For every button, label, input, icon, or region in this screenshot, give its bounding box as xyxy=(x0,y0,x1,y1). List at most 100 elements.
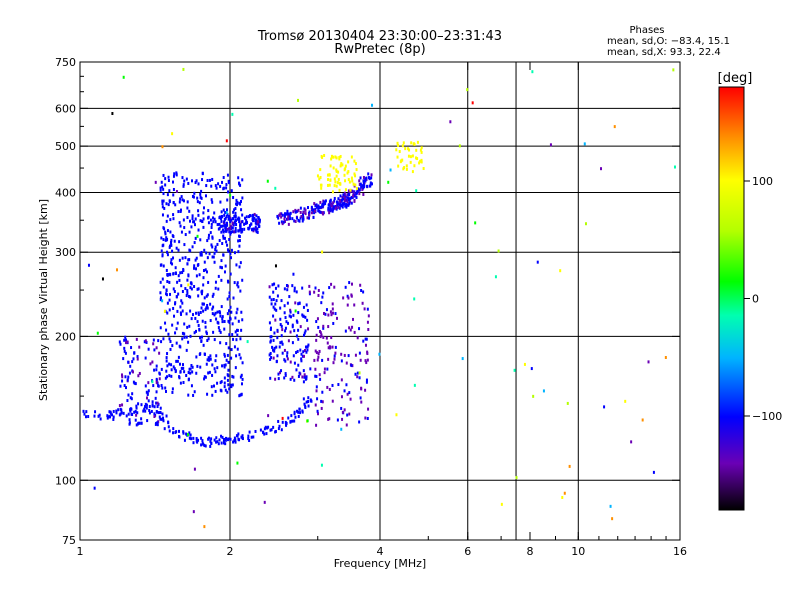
data-point xyxy=(360,289,363,293)
data-point xyxy=(295,334,298,338)
data-point xyxy=(358,327,361,331)
data-point xyxy=(219,341,222,345)
data-point xyxy=(355,168,358,172)
data-point xyxy=(298,301,301,305)
data-point xyxy=(122,411,125,415)
data-point xyxy=(284,212,287,216)
data-point xyxy=(315,205,318,209)
data-point xyxy=(345,361,348,365)
data-point xyxy=(322,335,325,339)
data-point xyxy=(299,348,302,352)
data-point xyxy=(236,347,239,351)
data-point xyxy=(169,292,172,296)
data-point xyxy=(200,292,203,296)
data-point xyxy=(234,440,237,444)
data-point xyxy=(197,182,200,186)
data-point xyxy=(205,330,208,334)
data-point xyxy=(229,193,232,197)
data-point xyxy=(328,183,331,187)
data-point xyxy=(162,419,165,423)
data-point xyxy=(321,358,324,362)
data-point xyxy=(181,337,184,341)
data-point xyxy=(317,206,320,210)
data-point xyxy=(203,352,206,356)
data-point xyxy=(122,357,125,361)
data-point xyxy=(123,349,126,353)
data-point xyxy=(191,370,194,374)
data-point xyxy=(352,190,355,194)
data-point xyxy=(352,194,355,198)
data-point xyxy=(350,195,353,199)
data-point xyxy=(135,413,138,417)
data-point xyxy=(333,177,336,181)
data-point xyxy=(249,214,252,218)
data-point xyxy=(193,285,196,289)
data-point xyxy=(337,383,340,387)
data-point xyxy=(265,432,268,436)
data-point xyxy=(226,378,229,382)
data-point xyxy=(94,410,97,414)
data-point xyxy=(197,209,200,213)
data-point xyxy=(208,370,211,374)
data-point xyxy=(419,148,422,152)
data-point xyxy=(353,330,356,334)
data-point xyxy=(135,423,138,427)
data-point xyxy=(324,202,327,206)
data-point xyxy=(287,339,290,343)
data-point xyxy=(161,199,164,203)
data-point xyxy=(568,464,571,468)
data-point xyxy=(152,384,155,388)
data-point xyxy=(219,200,222,204)
data-point xyxy=(202,309,205,313)
data-point xyxy=(126,399,129,403)
data-point xyxy=(166,250,169,254)
data-point xyxy=(150,409,153,413)
data-point xyxy=(345,205,348,209)
data-point xyxy=(398,150,401,154)
data-point xyxy=(158,415,161,419)
data-point xyxy=(345,383,348,387)
data-point xyxy=(197,312,200,316)
data-point xyxy=(187,371,190,375)
data-point xyxy=(177,434,180,438)
data-point xyxy=(208,252,211,256)
data-point xyxy=(367,407,370,411)
data-point xyxy=(156,401,159,405)
data-point xyxy=(169,273,172,277)
data-point xyxy=(172,200,175,204)
data-point xyxy=(233,345,236,349)
data-point xyxy=(611,517,614,521)
data-point xyxy=(266,426,269,430)
data-point xyxy=(223,376,226,380)
data-point xyxy=(370,173,373,177)
data-point xyxy=(203,525,206,529)
data-point xyxy=(232,440,235,444)
data-point xyxy=(137,402,140,406)
data-point xyxy=(201,289,204,293)
data-point xyxy=(240,392,243,396)
data-point xyxy=(272,348,275,352)
data-point xyxy=(234,316,237,320)
data-point xyxy=(138,371,141,375)
data-point xyxy=(269,428,272,432)
data-point xyxy=(172,174,175,178)
data-point xyxy=(300,214,303,218)
data-point xyxy=(239,393,242,397)
data-point xyxy=(202,269,205,273)
data-point xyxy=(87,415,90,419)
data-point xyxy=(181,176,184,180)
data-point xyxy=(183,179,186,183)
data-point xyxy=(296,209,299,213)
data-point xyxy=(370,176,373,180)
data-point xyxy=(365,380,368,384)
data-point xyxy=(217,287,220,291)
data-point xyxy=(200,306,203,310)
data-point xyxy=(237,229,240,233)
data-point xyxy=(164,232,167,236)
data-point xyxy=(366,416,369,420)
data-point xyxy=(306,308,309,312)
data-point xyxy=(312,208,315,212)
data-point xyxy=(320,399,323,403)
data-point xyxy=(170,368,173,372)
data-point xyxy=(182,184,185,188)
